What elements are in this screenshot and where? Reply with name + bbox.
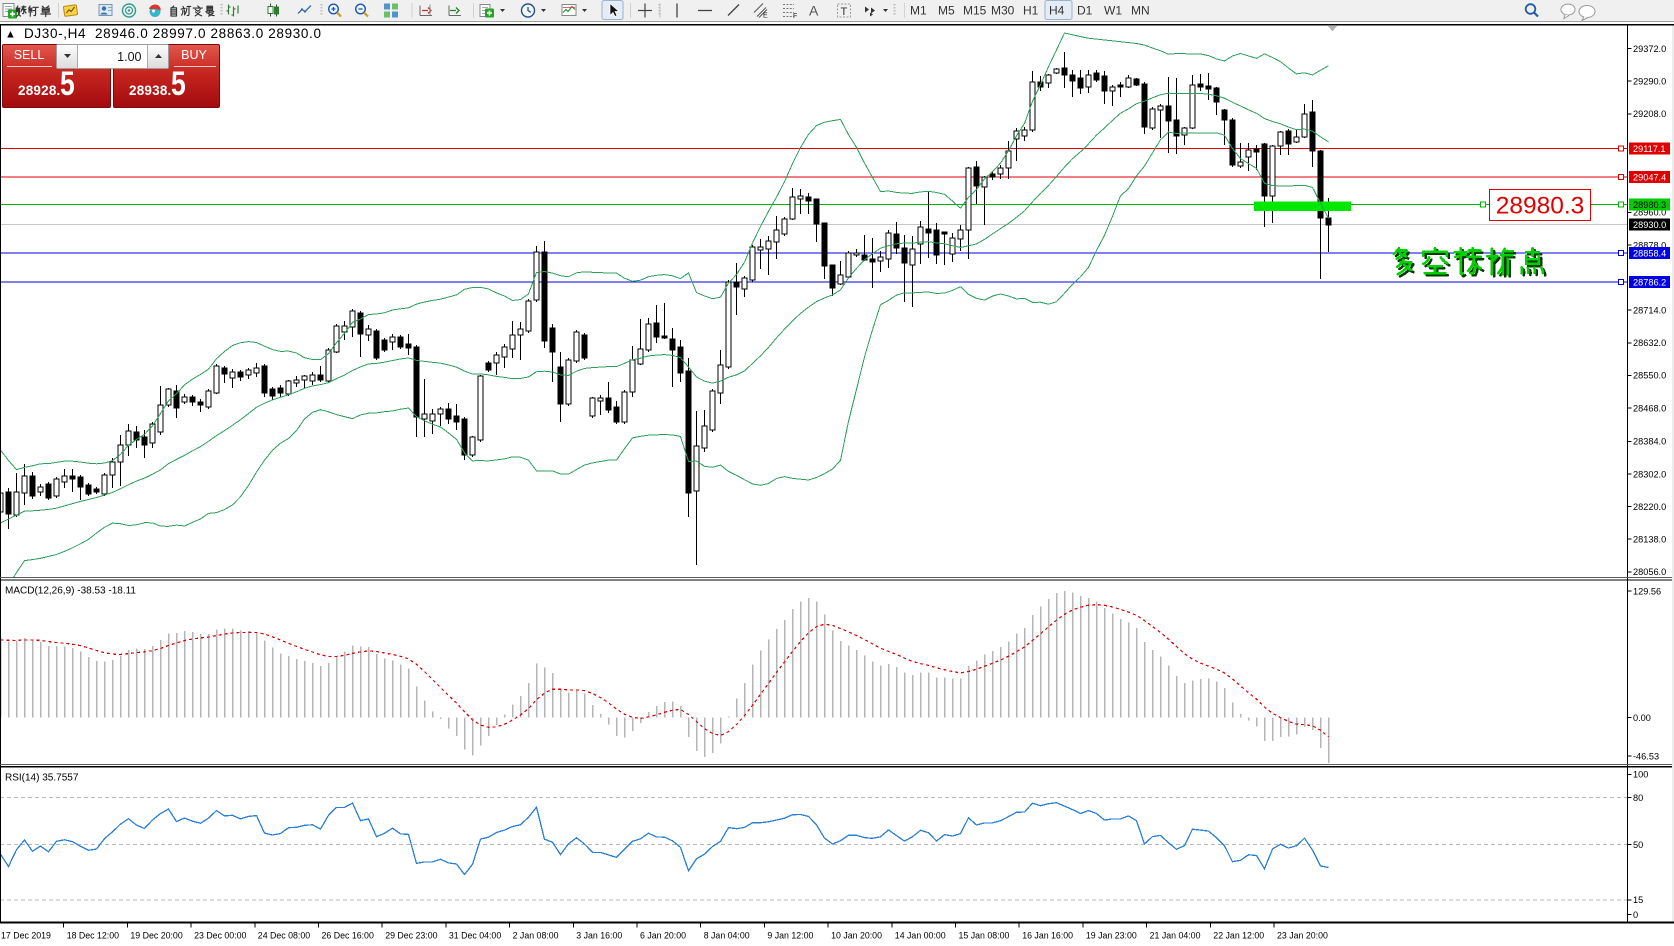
svg-text:MN: MN [1131, 4, 1150, 18]
svg-text:9 Jan 12:00: 9 Jan 12:00 [767, 931, 813, 941]
svg-text:15: 15 [1633, 895, 1643, 905]
svg-text:RSI(14) 35.7557: RSI(14) 35.7557 [5, 773, 79, 784]
svg-text:28786.2: 28786.2 [1633, 277, 1666, 287]
svg-text:100: 100 [1633, 770, 1648, 780]
svg-text:F: F [793, 13, 797, 20]
svg-text:26 Dec 16:00: 26 Dec 16:00 [322, 931, 374, 941]
svg-text:50: 50 [1633, 840, 1643, 850]
svg-text:29047.4: 29047.4 [1633, 172, 1666, 182]
svg-text:15 Jan 08:00: 15 Jan 08:00 [959, 931, 1010, 941]
svg-text:28550.0: 28550.0 [1633, 371, 1666, 381]
svg-text:H4: H4 [1049, 4, 1065, 18]
svg-text:28980.3: 28980.3 [1496, 193, 1585, 220]
svg-text:28878.0: 28878.0 [1633, 240, 1666, 250]
svg-text:DJ30-,H4 28946.0 28997.0 2886: DJ30-,H4 28946.0 28997.0 28863.0 28930.0 [24, 26, 322, 41]
svg-text:T: T [841, 6, 848, 18]
svg-text:29208.0: 29208.0 [1633, 109, 1666, 119]
svg-text:31 Dec 04:00: 31 Dec 04:00 [449, 931, 501, 941]
svg-text:-46.53: -46.53 [1633, 751, 1659, 761]
svg-text:28714.0: 28714.0 [1633, 306, 1666, 316]
svg-text:28220.0: 28220.0 [1633, 502, 1666, 512]
svg-text:28302.0: 28302.0 [1633, 469, 1666, 479]
svg-text:▲: ▲ [5, 29, 16, 41]
svg-text:0: 0 [1633, 910, 1638, 920]
svg-text:8 Jan 04:00: 8 Jan 04:00 [704, 931, 750, 941]
svg-text:E: E [763, 13, 768, 20]
svg-text:M5: M5 [938, 4, 955, 18]
svg-text:28384.0: 28384.0 [1633, 437, 1666, 447]
svg-text:M15: M15 [963, 4, 987, 18]
svg-text:22 Jan 12:00: 22 Jan 12:00 [1213, 931, 1264, 941]
svg-text:19 Dec 20:00: 19 Dec 20:00 [130, 931, 182, 941]
svg-text:28980.3: 28980.3 [1633, 200, 1666, 210]
svg-text:28930.0: 28930.0 [1633, 220, 1666, 230]
svg-text:6 Jan 20:00: 6 Jan 20:00 [640, 931, 686, 941]
svg-text:23 Dec 00:00: 23 Dec 00:00 [194, 931, 246, 941]
svg-text:29 Dec 23:00: 29 Dec 23:00 [385, 931, 437, 941]
svg-text:14 Jan 00:00: 14 Jan 00:00 [895, 931, 946, 941]
svg-text:16 Jan 16:00: 16 Jan 16:00 [1022, 931, 1073, 941]
svg-text:28056.0: 28056.0 [1633, 567, 1666, 577]
svg-text:28960.0: 28960.0 [1633, 208, 1666, 218]
svg-text:W1: W1 [1104, 4, 1122, 18]
svg-text:29372.0: 29372.0 [1633, 44, 1666, 54]
svg-text:M30: M30 [991, 4, 1015, 18]
svg-text:80: 80 [1633, 793, 1643, 803]
svg-text:29117.1: 29117.1 [1633, 144, 1666, 154]
svg-text:129.56: 129.56 [1633, 587, 1661, 597]
svg-text:H1: H1 [1023, 4, 1039, 18]
svg-text:3 Jan 16:00: 3 Jan 16:00 [576, 931, 622, 941]
svg-text:17 Dec 2019: 17 Dec 2019 [1, 931, 51, 941]
svg-text:28858.4: 28858.4 [1633, 248, 1666, 258]
svg-text:A: A [809, 3, 819, 19]
svg-text:10 Jan 20:00: 10 Jan 20:00 [831, 931, 882, 941]
svg-text:0.00: 0.00 [1633, 713, 1651, 723]
svg-text:28468.0: 28468.0 [1633, 403, 1666, 413]
svg-text:28632.0: 28632.0 [1633, 338, 1666, 348]
svg-text:28138.0: 28138.0 [1633, 535, 1666, 545]
svg-text:MACD(12,26,9) -38.53 -18.11: MACD(12,26,9) -38.53 -18.11 [5, 586, 136, 597]
svg-text:21 Jan 04:00: 21 Jan 04:00 [1150, 931, 1201, 941]
svg-text:24 Dec 08:00: 24 Dec 08:00 [258, 931, 310, 941]
svg-text:18 Dec 12:00: 18 Dec 12:00 [67, 931, 119, 941]
svg-text:D1: D1 [1077, 4, 1093, 18]
svg-text:29290.0: 29290.0 [1633, 77, 1666, 87]
svg-text:19 Jan 23:00: 19 Jan 23:00 [1086, 931, 1137, 941]
svg-text:23 Jan 20:00: 23 Jan 20:00 [1277, 931, 1328, 941]
svg-text:2 Jan 08:00: 2 Jan 08:00 [513, 931, 559, 941]
svg-text:M1: M1 [910, 4, 927, 18]
